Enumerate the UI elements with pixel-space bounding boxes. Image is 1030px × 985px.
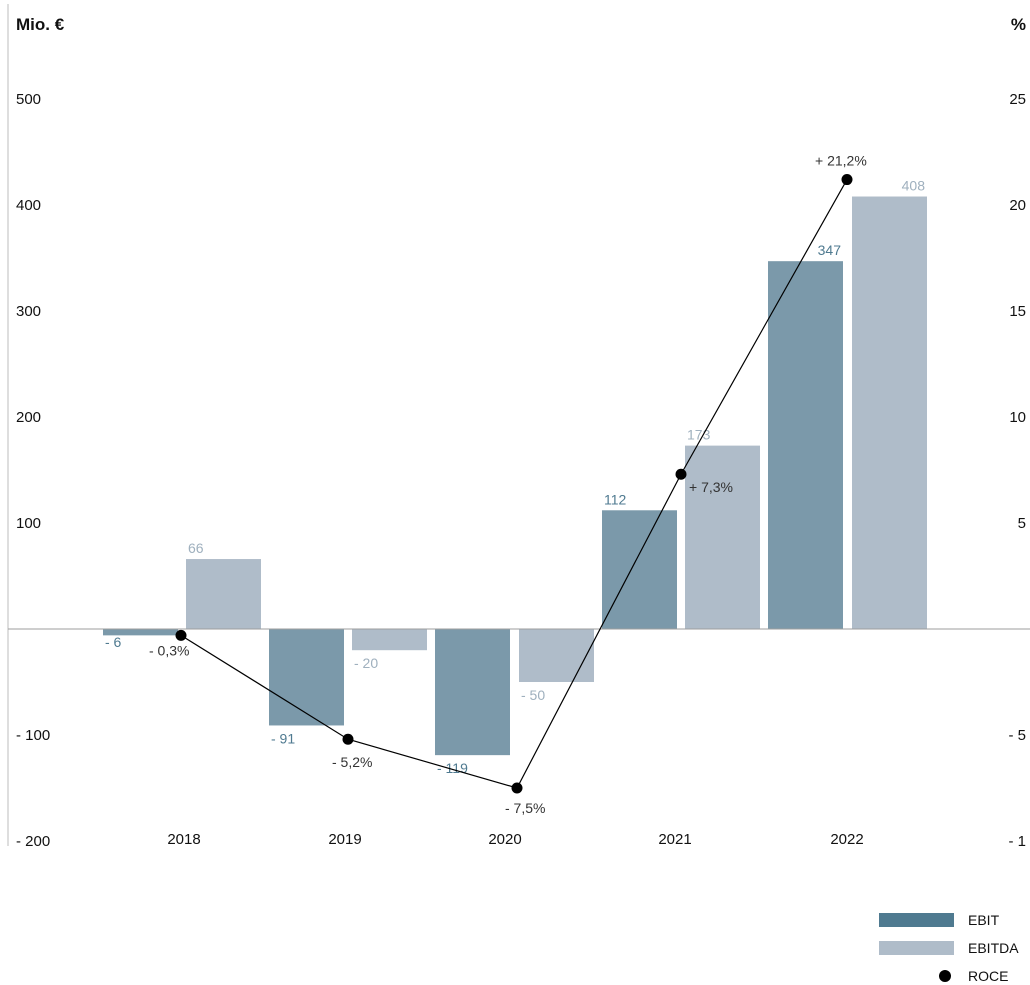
- left-axis-ticks: 500 400 300 200 100 - 100 - 200: [16, 91, 50, 850]
- ebit-value-label: 347: [818, 242, 842, 258]
- left-tick-label: 300: [16, 303, 41, 320]
- ebitda-value-label: 66: [188, 540, 204, 556]
- ebitda-legend-label: EBITDA: [968, 940, 1019, 956]
- ebitda-bar-2018: [186, 559, 261, 629]
- ebit-bar-2019: [269, 629, 344, 725]
- x-axis-ticks: 2018 2019 2020 2021 2022: [167, 831, 863, 848]
- roce-point-2022: [842, 174, 853, 185]
- x-tick-label: 2022: [830, 831, 863, 848]
- left-tick-label: 200: [16, 409, 41, 426]
- left-axis-unit: Mio. €: [16, 15, 65, 34]
- x-tick-label: 2021: [658, 831, 691, 848]
- right-tick-label: 25: [1009, 91, 1026, 108]
- roce-value-label: - 0,3%: [149, 642, 189, 658]
- left-tick-label: - 200: [16, 833, 50, 850]
- right-tick-label: - 5: [1008, 727, 1026, 744]
- left-tick-label: - 100: [16, 727, 50, 744]
- roce-point-2020: [512, 783, 523, 794]
- right-tick-label: 15: [1009, 303, 1026, 320]
- ebit-bar-2020: [435, 629, 510, 755]
- roce-point-2018: [176, 630, 187, 641]
- right-tick-label: 10: [1009, 409, 1026, 426]
- bars: [103, 197, 927, 756]
- right-tick-label: - 1: [1008, 833, 1026, 850]
- right-tick-label: 5: [1018, 515, 1026, 532]
- x-tick-label: 2019: [328, 831, 361, 848]
- ebit-bar-2021: [602, 510, 677, 629]
- roce-legend-marker: [939, 970, 951, 982]
- legend: EBIT EBITDA ROCE: [879, 912, 1019, 984]
- ebit-value-label: - 119: [437, 760, 468, 776]
- right-tick-label: 20: [1009, 197, 1026, 214]
- ebitda-bar-2019: [352, 629, 427, 650]
- roce-value-label: - 7,5%: [505, 800, 545, 816]
- ebit-value-label: 112: [604, 491, 627, 507]
- ebit-value-label: - 6: [105, 634, 122, 650]
- roce-legend-label: ROCE: [968, 968, 1008, 984]
- left-tick-label: 100: [16, 515, 41, 532]
- ebit-legend-swatch: [879, 913, 954, 927]
- ebitda-value-label: 408: [902, 178, 926, 194]
- ebit-bar-2022: [768, 261, 843, 629]
- ebitda-bar-2021: [685, 446, 760, 629]
- ebitda-legend-swatch: [879, 941, 954, 955]
- roce-value-label: - 5,2%: [332, 754, 372, 770]
- ebit-legend-label: EBIT: [968, 912, 1000, 928]
- roce-point-2019: [343, 734, 354, 745]
- ebit-value-label: - 91: [271, 730, 295, 746]
- roce-value-label: + 21,2%: [815, 153, 867, 169]
- ebitda-value-label: - 50: [521, 687, 545, 703]
- roce-value-label: + 7,3%: [689, 479, 733, 495]
- x-tick-label: 2018: [167, 831, 200, 848]
- left-tick-label: 400: [16, 197, 41, 214]
- right-axis-unit: %: [1011, 15, 1026, 34]
- roce-point-2021: [676, 469, 687, 480]
- x-tick-label: 2020: [488, 831, 521, 848]
- ebitda-bar-2022: [852, 197, 927, 629]
- ebitda-value-label: - 20: [354, 655, 378, 671]
- ebitda-bar-2020: [519, 629, 594, 682]
- left-tick-label: 500: [16, 91, 41, 108]
- right-axis-ticks: 25 20 15 10 5 - 5 - 1: [1008, 91, 1026, 850]
